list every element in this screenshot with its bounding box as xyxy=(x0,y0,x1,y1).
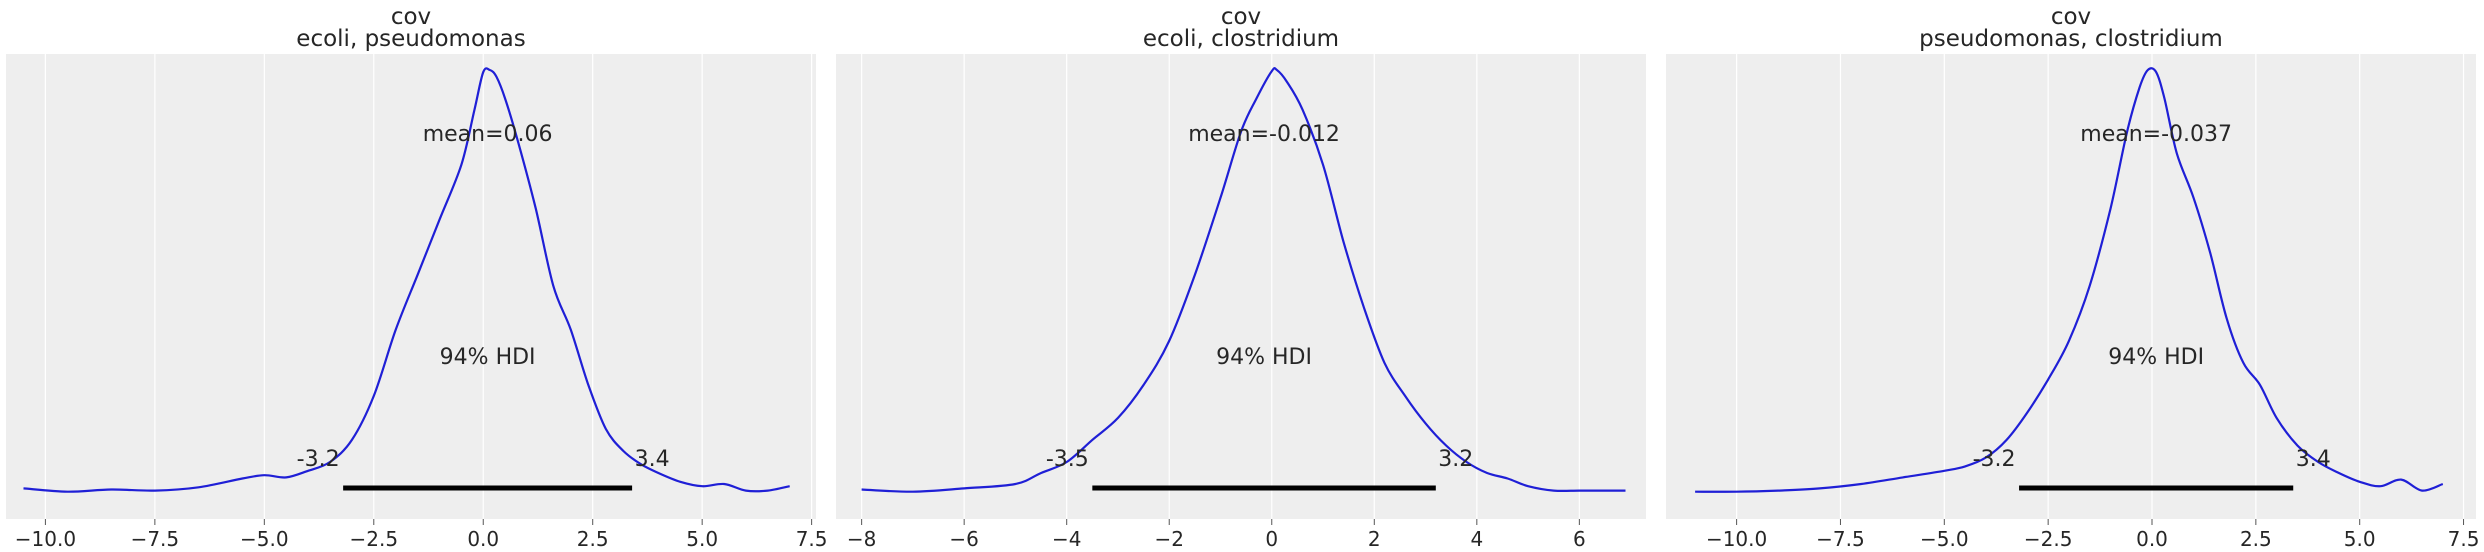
x-tick-label: −10.0 xyxy=(15,527,76,551)
hdi-label: 94% HDI xyxy=(440,345,536,370)
x-tick-label: −7.5 xyxy=(131,527,180,551)
x-tick-label: −5.0 xyxy=(1920,527,1969,551)
panel-title: cov xyxy=(1221,4,1261,30)
panel-title: cov xyxy=(391,4,431,30)
x-tick-label: 0 xyxy=(1265,527,1278,551)
posterior-density-line xyxy=(1695,67,2444,493)
plot-area xyxy=(1666,54,2476,519)
panel-pseudomonas-clostridium: cov pseudomonas, clostridium −10.0 −7.5 −5… xyxy=(1666,4,2479,551)
x-tick-label: 7.5 xyxy=(2448,527,2480,551)
mean-label: mean=0.06 xyxy=(423,122,553,147)
posterior-density-line xyxy=(861,66,1626,493)
panel-subtitle: ecoli, pseudomonas xyxy=(296,26,525,52)
panel-title: cov xyxy=(2051,4,2091,30)
mean-label: mean=-0.012 xyxy=(1188,122,1340,147)
x-tick-label: −8 xyxy=(847,527,876,551)
x-axis: −8 −6 −4 −2 0 2 4 6 xyxy=(847,519,1586,551)
hdi-label: 94% HDI xyxy=(2108,345,2204,370)
hdi-low-label: -3.2 xyxy=(1973,447,2016,472)
grid-lines xyxy=(861,54,1580,519)
hdi-low-label: -3.5 xyxy=(1046,447,1089,472)
x-axis: −10.0 −7.5 −5.0 −2.5 0.0 2.5 5.0 7.5 xyxy=(1706,519,2479,551)
x-tick-label: 0.0 xyxy=(2136,527,2168,551)
x-tick-label: 2 xyxy=(1368,527,1381,551)
mean-label: mean=-0.037 xyxy=(2080,122,2232,147)
x-tick-label: 5.0 xyxy=(686,527,718,551)
posterior-density-line xyxy=(23,67,790,493)
x-tick-label: −2.5 xyxy=(2024,527,2073,551)
plot-area xyxy=(6,54,816,519)
x-tick-label: −5.0 xyxy=(240,527,289,551)
x-tick-label: 2.5 xyxy=(2240,527,2272,551)
hdi-high-label: 3.2 xyxy=(1438,447,1473,472)
hdi-high-label: 3.4 xyxy=(635,447,670,472)
panel-ecoli-pseudomonas: cov ecoli, pseudomonas −10.0 −7.5 −5.0 −2.5… xyxy=(6,4,828,551)
x-tick-label: −2.5 xyxy=(349,527,398,551)
x-tick-label: 4 xyxy=(1470,527,1483,551)
panel-subtitle: ecoli, clostridium xyxy=(1143,26,1339,52)
panel-ecoli-clostridium: cov ecoli, clostridium −8 −6 −4 −2 0 2 4 6 -3.5… xyxy=(836,4,1646,551)
x-axis: −10.0 −7.5 −5.0 −2.5 0.0 2.5 5.0 7.5 xyxy=(15,519,828,551)
hdi-label: 94% HDI xyxy=(1216,345,1312,370)
x-tick-label: 7.5 xyxy=(796,527,828,551)
x-tick-label: −10.0 xyxy=(1706,527,1767,551)
hdi-high-label: 3.4 xyxy=(2296,447,2331,472)
x-tick-label: −7.5 xyxy=(1816,527,1865,551)
x-tick-label: −2 xyxy=(1154,527,1183,551)
x-tick-label: 0.0 xyxy=(467,527,499,551)
x-tick-label: 5.0 xyxy=(2344,527,2376,551)
panel-subtitle: pseudomonas, clostridium xyxy=(1919,26,2223,52)
x-tick-label: −4 xyxy=(1052,527,1081,551)
x-tick-label: 2.5 xyxy=(577,527,609,551)
x-tick-label: −6 xyxy=(949,527,978,551)
x-tick-label: 6 xyxy=(1573,527,1586,551)
grid-lines xyxy=(44,54,813,519)
grid-lines xyxy=(1736,54,2465,519)
hdi-low-label: -3.2 xyxy=(297,447,340,472)
